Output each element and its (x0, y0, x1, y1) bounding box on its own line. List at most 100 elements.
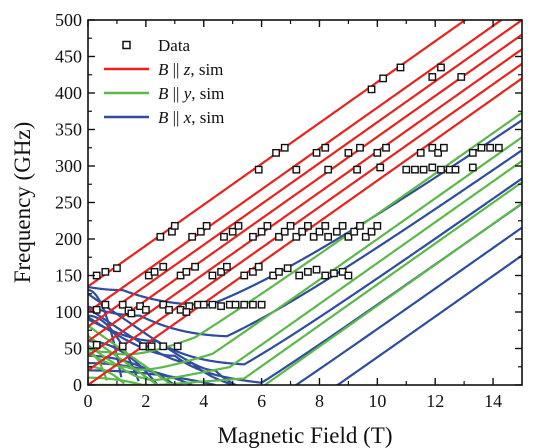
series-x-upper-1 (88, 149, 522, 338)
data-point (182, 308, 191, 316)
legend-item: B || y, sim (104, 84, 224, 103)
data-point (249, 267, 257, 276)
data-point (228, 227, 237, 236)
legend-label: B || z, sim (158, 60, 223, 79)
legend-label-suffix: , sim (191, 108, 224, 127)
data-point (113, 264, 121, 273)
y-tick-label: 200 (55, 229, 82, 249)
data-point (324, 232, 333, 241)
legend-label-suffix: , sim (190, 60, 223, 79)
data-point (367, 85, 376, 94)
y-tick-label: 500 (55, 10, 82, 30)
data-point (468, 148, 477, 157)
data-point (118, 300, 127, 309)
series-x-upper-0 (88, 119, 522, 306)
data-point (249, 300, 257, 309)
data-point (321, 221, 330, 230)
data-point (263, 221, 272, 230)
data-point (275, 267, 283, 276)
data-point (361, 232, 370, 241)
legend-label-axis: y (179, 84, 191, 103)
data-point (208, 271, 217, 280)
y-tick-label: 250 (55, 193, 82, 213)
data-point (309, 232, 318, 241)
data-point (356, 143, 364, 152)
series-z-line-4 (88, 20, 522, 328)
legend-label-prefix: Data (158, 36, 191, 55)
data-point (257, 300, 266, 309)
x-tick-label: 10 (368, 391, 386, 411)
data-point (272, 148, 280, 157)
legend-label-field: || (168, 108, 179, 127)
data-point (196, 227, 205, 236)
data-point (217, 267, 225, 276)
x-tick-label: 6 (257, 391, 266, 411)
data-point (280, 227, 289, 236)
legend-item: B || z, sim (104, 60, 223, 79)
y-tick-label: 400 (55, 83, 82, 103)
data-point (220, 232, 228, 241)
data-point (202, 221, 211, 230)
data-point (286, 221, 295, 230)
data-point (208, 300, 217, 309)
data-point (303, 267, 312, 276)
data-point (292, 165, 301, 174)
data-point (127, 309, 136, 318)
series-y-upper-1 (88, 136, 522, 371)
data-point (101, 300, 110, 309)
series-z-line-5 (88, 20, 504, 313)
legend-item: B || x, sim (104, 108, 224, 127)
data-point (217, 302, 225, 311)
data-point (477, 143, 486, 152)
data-point (330, 269, 338, 278)
data-point (428, 163, 437, 172)
data-point (367, 227, 376, 236)
data-point (292, 232, 301, 241)
data-point (350, 227, 359, 236)
data-point (139, 342, 147, 351)
data-point (275, 232, 283, 241)
series-y-upper-2 (88, 160, 522, 381)
data-point (101, 267, 110, 276)
legend-label-prefix: B (158, 108, 169, 127)
data-point (199, 300, 208, 309)
data-point (257, 227, 266, 236)
data-point (312, 265, 321, 274)
data-point (321, 143, 330, 152)
data-point (303, 221, 312, 230)
data-point (315, 227, 324, 236)
x-tick-label: 0 (84, 391, 93, 411)
y-tick-label: 150 (55, 266, 82, 286)
data-point (295, 271, 304, 280)
y-tick-label: 300 (55, 156, 82, 176)
y-tick-label: 0 (73, 375, 82, 395)
data-point (240, 300, 249, 309)
series-z-line-6 (88, 20, 468, 288)
legend-label: B || x, sim (158, 108, 224, 127)
data-point (312, 148, 321, 157)
x-tick-label: 4 (199, 391, 208, 411)
y-tick-label: 450 (55, 47, 82, 67)
legend-label: B || y, sim (158, 84, 224, 103)
data-point (118, 342, 127, 351)
data-point (191, 262, 199, 271)
data-point (92, 305, 101, 314)
legend-label-axis: x (179, 108, 191, 127)
data-point (434, 148, 442, 157)
data-point (451, 165, 460, 174)
series-x-upper-4 (88, 226, 522, 385)
data-point (382, 143, 390, 152)
legend-label-axis: z (179, 60, 190, 79)
data-point (147, 342, 156, 351)
series-z-line-3 (88, 33, 522, 343)
data-point (283, 264, 292, 273)
data-point (353, 165, 361, 174)
data-point (419, 165, 428, 174)
data-point (182, 267, 191, 276)
data-point (159, 262, 168, 271)
data-point (254, 262, 263, 271)
data-point (428, 143, 437, 152)
y-tick-label: 50 (64, 339, 82, 359)
